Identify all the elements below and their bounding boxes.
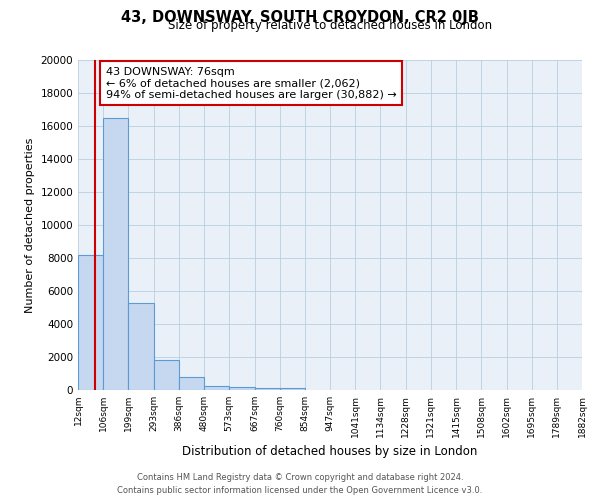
Bar xyxy=(179,377,204,390)
Bar xyxy=(128,302,154,390)
Text: Contains HM Land Registry data © Crown copyright and database right 2024.
Contai: Contains HM Land Registry data © Crown c… xyxy=(118,473,482,495)
Bar xyxy=(254,388,280,390)
Bar xyxy=(103,118,128,390)
Bar xyxy=(154,360,179,390)
Bar xyxy=(204,386,229,390)
Bar xyxy=(229,386,254,390)
Y-axis label: Number of detached properties: Number of detached properties xyxy=(25,138,35,312)
Text: 43, DOWNSWAY, SOUTH CROYDON, CR2 0JB: 43, DOWNSWAY, SOUTH CROYDON, CR2 0JB xyxy=(121,10,479,25)
Title: Size of property relative to detached houses in London: Size of property relative to detached ho… xyxy=(168,20,492,32)
Text: 43 DOWNSWAY: 76sqm
← 6% of detached houses are smaller (2,062)
94% of semi-detac: 43 DOWNSWAY: 76sqm ← 6% of detached hous… xyxy=(106,66,397,100)
Bar xyxy=(280,388,305,390)
X-axis label: Distribution of detached houses by size in London: Distribution of detached houses by size … xyxy=(182,446,478,458)
Bar xyxy=(78,254,103,390)
